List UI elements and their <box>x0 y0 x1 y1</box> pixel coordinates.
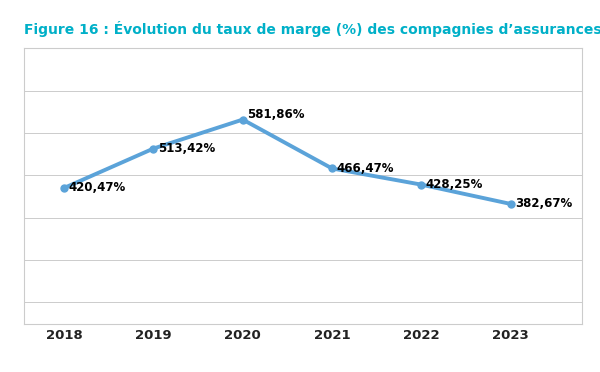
Text: 420,47%: 420,47% <box>68 182 126 195</box>
Text: 466,47%: 466,47% <box>337 162 394 175</box>
Text: 513,42%: 513,42% <box>158 142 215 155</box>
Text: 382,67%: 382,67% <box>515 198 572 211</box>
Text: Figure 16 : Évolution du taux de marge (%) des compagnies d’assurances: Figure 16 : Évolution du taux de marge (… <box>24 22 600 38</box>
Text: 428,25%: 428,25% <box>426 178 483 191</box>
Text: 581,86%: 581,86% <box>247 108 305 121</box>
